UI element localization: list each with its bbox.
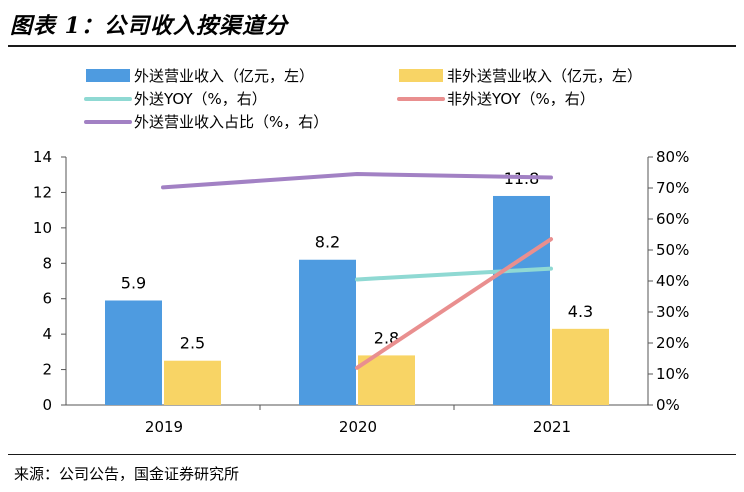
legend-label: 非外送YOY（%，右）	[447, 90, 595, 108]
y-right-tick-label: 10%	[656, 365, 689, 383]
top-rule	[8, 45, 736, 47]
bar-data-label: 5.9	[121, 273, 146, 292]
y-left-tick-label: 10	[33, 219, 52, 237]
y-right-tick-label: 0%	[656, 396, 680, 414]
y-right-tick-label: 30%	[656, 303, 689, 321]
y-right-tick-label: 20%	[656, 334, 689, 352]
series-line	[355, 237, 553, 370]
x-tick-label: 2021	[533, 418, 571, 436]
legend-label: 外送营业收入占比（%，右）	[134, 113, 328, 131]
y-right-tick-label: 50%	[656, 241, 689, 259]
legend-label: 外送YOY（%，右）	[134, 90, 267, 108]
y-left-tick-label: 2	[42, 361, 52, 379]
bar	[164, 360, 221, 405]
bar	[105, 300, 162, 405]
y-left-tick-label: 4	[42, 325, 52, 343]
y-right-tick-label: 60%	[656, 210, 689, 228]
bar	[493, 195, 550, 405]
y-right-tick-label: 70%	[656, 179, 689, 197]
series-line	[161, 172, 553, 190]
bar-data-label: 2.5	[180, 334, 205, 353]
source-note: 来源：公司公告，国金证券研究所	[14, 465, 240, 483]
chart-title: 图表 1：公司收入按渠道分	[10, 13, 288, 39]
legend-label: 非外送营业收入（亿元，左）	[447, 67, 642, 85]
x-tick-label: 2019	[145, 418, 183, 436]
x-tick-label: 2020	[339, 418, 377, 436]
y-right-tick-label: 40%	[656, 272, 689, 290]
bar	[358, 355, 415, 405]
y-left-tick-label: 6	[42, 290, 52, 308]
y-left-tick-label: 14	[33, 148, 52, 166]
bottom-rule	[8, 454, 736, 455]
y-left-tick-label: 8	[42, 254, 52, 272]
y-left-tick-label: 0	[42, 396, 52, 414]
bar-data-label: 8.2	[315, 233, 340, 252]
legend-swatch	[86, 69, 130, 82]
bar-data-label: 4.3	[568, 302, 593, 321]
legend-swatch	[399, 69, 443, 82]
bar	[552, 328, 609, 405]
y-right-tick-label: 80%	[656, 148, 689, 166]
series-line	[355, 266, 553, 282]
y-left-tick-label: 12	[33, 183, 52, 201]
bar	[299, 259, 356, 405]
legend-label: 外送营业收入（亿元，左）	[134, 67, 314, 85]
